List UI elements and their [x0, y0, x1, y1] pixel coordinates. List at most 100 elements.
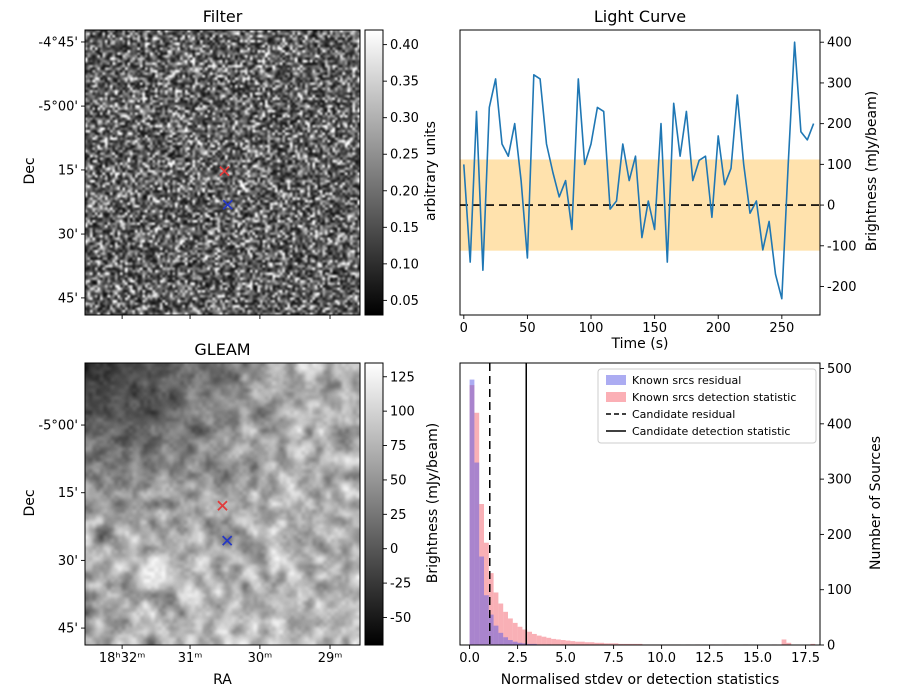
- tick-label: 15.0: [743, 651, 772, 666]
- tick-label: 100: [827, 583, 852, 598]
- tick-label: 30': [58, 228, 78, 243]
- detection-statistic-bar: [580, 641, 585, 645]
- legend-swatch: [606, 392, 626, 402]
- legend-swatch: [606, 375, 626, 385]
- tick-label: 200: [706, 321, 731, 336]
- candidate-marker-x-icon: [219, 165, 230, 177]
- hist-ylabel: Number of Sources: [868, 436, 884, 571]
- tick-label: 18ʰ32ᵐ: [99, 651, 145, 666]
- legend-label: Candidate detection statistic: [632, 425, 790, 438]
- tick-label: 0.05: [390, 294, 419, 309]
- tick-label: 0.0: [459, 651, 480, 666]
- residual-bar: [498, 632, 504, 645]
- detection-statistic-bar: [488, 573, 494, 645]
- tick-label: 50: [390, 473, 407, 488]
- detection-statistic-bar: [536, 635, 542, 645]
- tick-label: 2.5: [507, 651, 528, 666]
- tick-label: 45': [58, 291, 78, 306]
- residual-bar: [522, 643, 528, 645]
- tick-label: 400: [827, 417, 852, 432]
- tick-label: -5°00': [38, 419, 78, 434]
- detection-statistic-bar: [637, 643, 643, 645]
- tick-label: 300: [827, 473, 852, 488]
- tick-label: -4°45': [38, 35, 78, 50]
- residual-bar: [479, 556, 484, 645]
- detection-statistic-bar: [522, 629, 528, 645]
- tick-label: -5°00': [38, 100, 78, 115]
- tick-label: 0: [827, 639, 835, 654]
- light-curve-title: Light Curve: [593, 7, 687, 26]
- detection-statistic-bar: [541, 636, 547, 645]
- tick-label: 15': [58, 486, 78, 501]
- light-curve-xlabel: Time (s): [611, 336, 669, 352]
- tick-label: 100: [390, 405, 415, 420]
- legend-label: Known srcs residual: [632, 374, 741, 387]
- filter-colorbar: [365, 30, 383, 315]
- gleam-sky-image: [85, 363, 360, 645]
- tick-label: 0.15: [390, 221, 419, 236]
- axes-frame: [459, 29, 821, 316]
- detection-statistic-bar: [503, 611, 508, 645]
- tick-label: -200: [827, 280, 857, 295]
- detection-statistic-bar: [575, 641, 580, 645]
- detection-statistic-bar: [508, 618, 513, 645]
- axes-frame: [84, 362, 361, 646]
- tick-label: 0.10: [390, 257, 419, 272]
- comparison-marker-x-icon: [222, 535, 233, 546]
- comparison-marker-x-icon: [222, 199, 233, 210]
- tick-label: 0.20: [390, 184, 419, 199]
- residual-bar: [532, 643, 537, 645]
- tick-label: 200: [827, 117, 852, 132]
- tick-label: 0: [827, 199, 835, 214]
- colorbar-frame: [364, 362, 384, 646]
- tick-label: 250: [769, 321, 794, 336]
- detection-statistic-bar: [628, 643, 633, 645]
- tick-label: 29ᵐ: [318, 651, 343, 666]
- detection-statistic-bar: [810, 643, 816, 645]
- light-curve-ylabel: Brightness (mJy/beam): [864, 90, 880, 252]
- residual-bar: [527, 643, 532, 645]
- detection-statistic-bar: [556, 639, 561, 645]
- detection-statistic-bar: [484, 542, 489, 645]
- tick-label: 100: [827, 158, 852, 173]
- tick-label: 0.35: [390, 75, 419, 90]
- tick-label: 150: [642, 321, 667, 336]
- tick-label: 15': [58, 163, 78, 178]
- residual-bar: [493, 625, 499, 645]
- axes-frame: [84, 29, 361, 316]
- detection-statistic-bar: [565, 640, 571, 645]
- residual-bar: [512, 641, 518, 645]
- tick-label: -25: [390, 577, 411, 592]
- legend-label: Candidate residual: [632, 408, 735, 421]
- tick-label: 7.5: [603, 651, 624, 666]
- tick-label: 50: [519, 321, 536, 336]
- candidate-marker-x-icon: [217, 500, 228, 511]
- detection-statistic-bar: [493, 592, 499, 645]
- detection-statistic-bar: [623, 643, 628, 645]
- detection-statistic-bar: [781, 639, 787, 645]
- tick-label: 0: [460, 321, 468, 336]
- filter-ylabel: Dec: [22, 157, 38, 185]
- detection-statistic-bar: [498, 603, 504, 645]
- tick-label: 500: [827, 362, 852, 377]
- detection-statistic-bar: [512, 622, 518, 645]
- detection-statistic-bar: [599, 642, 604, 645]
- detection-statistic-bar: [608, 643, 614, 645]
- axes-frame: [459, 362, 821, 646]
- tick-label: 0.25: [390, 148, 419, 163]
- gleam-colorbar: [365, 363, 383, 645]
- detection-statistic-bar: [532, 633, 537, 645]
- tick-label: 45': [58, 622, 78, 637]
- tick-label: 30': [58, 554, 78, 569]
- detection-statistic-bar: [517, 626, 523, 645]
- tick-label: 0.30: [390, 111, 419, 126]
- tick-label: 5.0: [555, 651, 576, 666]
- gleam-ylabel: Dec: [22, 489, 38, 517]
- detection-statistic-bar: [589, 642, 595, 645]
- detection-statistic-bar: [527, 631, 532, 645]
- gleam-xlabel: RA: [213, 672, 232, 688]
- residual-bar: [484, 595, 489, 645]
- detection-statistic-bar: [584, 642, 590, 645]
